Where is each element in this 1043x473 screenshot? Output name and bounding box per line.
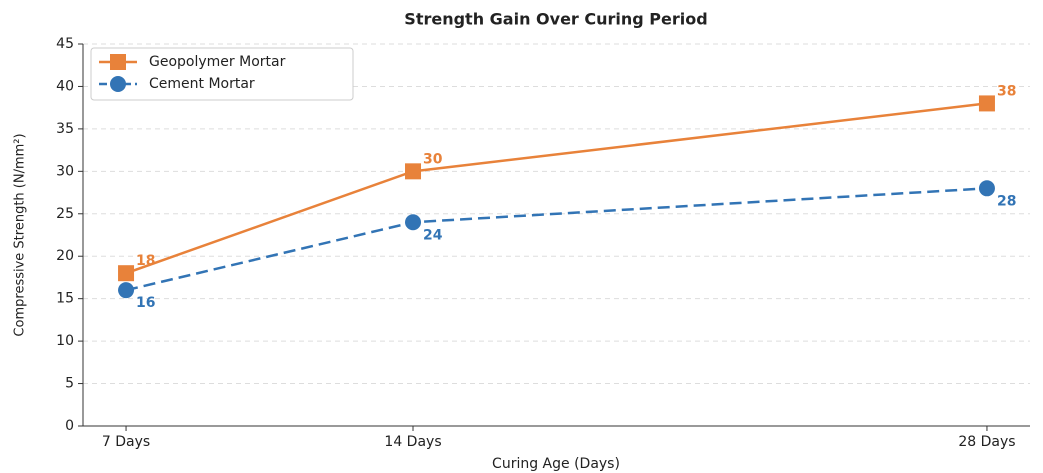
data-point — [405, 163, 422, 180]
data-label: 24 — [423, 227, 443, 243]
data-label: 18 — [136, 253, 155, 269]
x-tick-label: 28 Days — [958, 434, 1015, 450]
y-tick-label: 45 — [56, 36, 74, 52]
legend: Geopolymer Mortar Cement Mortar — [90, 47, 354, 101]
y-tick-label: 5 — [65, 376, 74, 392]
y-tick-label: 0 — [65, 418, 74, 434]
y-tick-label: 30 — [56, 163, 74, 179]
y-tick-label: 20 — [56, 248, 74, 264]
data-label: 38 — [997, 83, 1016, 99]
data-point — [978, 180, 995, 197]
data-label: 30 — [423, 151, 443, 167]
y-axis-label: Compressive Strength (N/mm²) — [13, 133, 28, 336]
data-point — [405, 214, 422, 231]
legend-label: Cement Mortar — [149, 76, 255, 92]
data-point — [118, 282, 135, 299]
x-tick-label: 14 Days — [384, 434, 441, 450]
y-tick-label: 25 — [56, 206, 74, 222]
y-tick-label: 15 — [56, 291, 74, 307]
chart-title: Strength Gain Over Curing Period — [404, 10, 707, 29]
x-tick-label: 7 Days — [102, 434, 150, 450]
x-axis-label: Curing Age (Days) — [492, 456, 620, 472]
legend-label: Geopolymer Mortar — [149, 54, 286, 70]
y-tick-label: 40 — [56, 78, 74, 94]
data-point — [118, 265, 135, 282]
data-label: 28 — [997, 193, 1016, 209]
legend-box — [90, 47, 354, 101]
series-line — [125, 187, 988, 292]
legend-marker — [110, 76, 126, 92]
data-label: 16 — [136, 295, 155, 311]
legend-marker — [110, 54, 126, 70]
y-tick-label: 35 — [56, 121, 74, 137]
y-tick-label: 10 — [56, 333, 74, 349]
data-point — [978, 95, 995, 112]
